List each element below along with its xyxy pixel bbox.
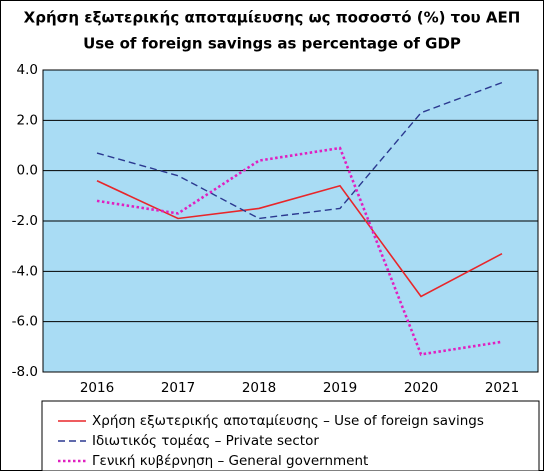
y-tick-label: 4.0: [17, 62, 38, 78]
x-tick-label: 2021: [485, 380, 519, 396]
y-tick-label: -2.0: [12, 213, 38, 229]
legend-box: [41, 400, 540, 471]
y-tick-label: 0.0: [17, 163, 38, 179]
y-tick-label: -4.0: [12, 263, 38, 279]
x-tick-label: 2017: [161, 380, 195, 396]
x-tick-label: 2016: [80, 380, 114, 396]
chart-title: Use of foreign savings as percentage of …: [83, 35, 461, 53]
y-tick-label: -8.0: [12, 364, 38, 380]
y-tick-label: 2.0: [17, 112, 38, 128]
x-tick-label: 2020: [404, 380, 438, 396]
series-line: [96, 180, 503, 298]
y-tick-label: -6.0: [12, 314, 38, 330]
series-line: [96, 146, 503, 356]
x-tick-label: 2019: [323, 380, 357, 396]
legend-label: Ιδιωτικός τομέας – Private sector: [92, 433, 319, 449]
series-line: [96, 81, 503, 220]
chart-title: Χρήση εξωτερικής αποταμίευσης ως ποσοστό…: [24, 9, 521, 27]
legend-label: Γενική κυβέρνηση – General government: [92, 453, 368, 469]
legend-label: Χρήση εξωτερικής αποταμίευσης – Use of f…: [92, 413, 484, 429]
x-tick-label: 2018: [242, 380, 276, 396]
